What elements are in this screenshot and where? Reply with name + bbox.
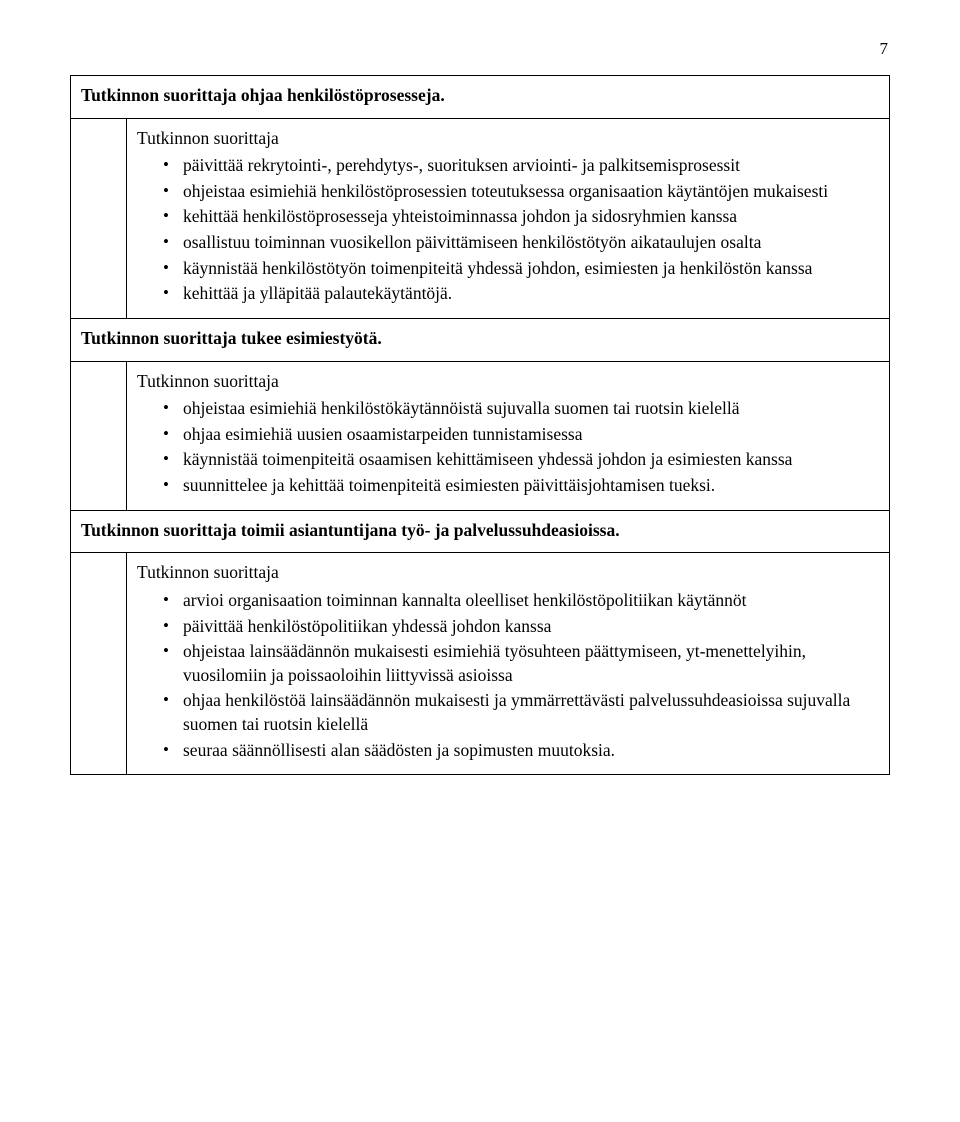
section-heading: Tutkinnon suorittaja tukee esimiestyötä. [71,318,890,361]
list-item: ohjeistaa esimiehiä henkilöstöprosessien… [163,180,879,204]
section-left-cell [71,361,127,510]
list-item: seuraa säännöllisesti alan säädösten ja … [163,739,879,763]
list-item: ohjaa henkilöstöä lainsäädännön mukaises… [163,689,879,736]
section-heading: Tutkinnon suorittaja toimii asiantuntija… [71,510,890,553]
document-table: Tutkinnon suorittaja ohjaa henkilöstöpro… [70,75,890,775]
bullet-list: päivittää rekrytointi-, perehdytys-, suo… [163,154,879,306]
list-item: päivittää rekrytointi-, perehdytys-, suo… [163,154,879,178]
list-item: kehittää ja ylläpitää palautekäytäntöjä. [163,282,879,306]
section-intro: Tutkinnon suorittaja [137,370,879,394]
list-item: päivittää henkilöstöpolitiikan yhdessä j… [163,615,879,639]
list-item: ohjeistaa lainsäädännön mukaisesti esimi… [163,640,879,687]
list-item: kehittää henkilöstöprosesseja yhteistoim… [163,205,879,229]
list-item: suunnittelee ja kehittää toimenpiteitä e… [163,474,879,498]
list-item: ohjaa esimiehiä uusien osaamistarpeiden … [163,423,879,447]
bullet-list: arvioi organisaation toiminnan kannalta … [163,589,879,762]
section-content-cell: Tutkinnon suorittaja päivittää rekrytoint… [127,118,890,318]
list-item: osallistuu toiminnan vuosikellon päivitt… [163,231,879,255]
section-content-cell: Tutkinnon suorittaja arvioi organisaation… [127,553,890,775]
list-item: käynnistää henkilöstötyön toimenpiteitä … [163,257,879,281]
section-intro: Tutkinnon suorittaja [137,561,879,585]
section-left-cell [71,553,127,775]
list-item: ohjeistaa esimiehiä henkilöstökäytännöis… [163,397,879,421]
section-left-cell [71,118,127,318]
bullet-list: ohjeistaa esimiehiä henkilöstökäytännöis… [163,397,879,498]
list-item: käynnistää toimenpiteitä osaamisen kehit… [163,448,879,472]
section-heading: Tutkinnon suorittaja ohjaa henkilöstöpro… [71,75,890,118]
page-number: 7 [70,38,890,61]
section-content-cell: Tutkinnon suorittaja ohjeistaa esimiehiä … [127,361,890,510]
section-intro: Tutkinnon suorittaja [137,127,879,151]
list-item: arvioi organisaation toiminnan kannalta … [163,589,879,613]
